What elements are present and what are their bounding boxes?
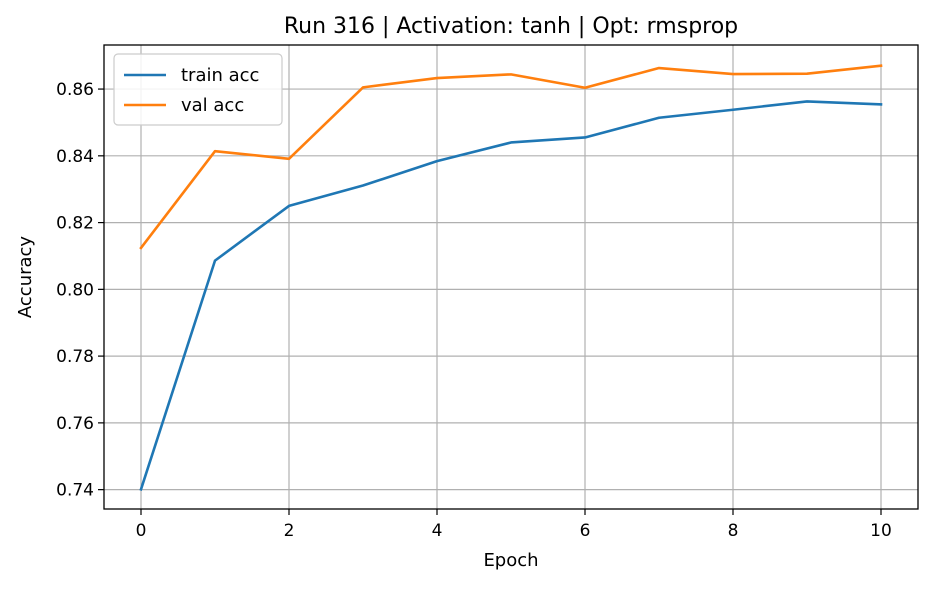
x-tick-label: 4 — [432, 521, 443, 541]
y-tick-label: 0.80 — [56, 280, 94, 300]
y-tick-label: 0.78 — [56, 347, 94, 367]
series-line-val-acc — [139, 64, 883, 250]
legend-label-val-acc: val acc — [181, 95, 244, 116]
x-tick-label: 2 — [284, 521, 295, 541]
x-axis-label: Epoch — [483, 550, 538, 571]
x-tick-label: 0 — [136, 521, 147, 541]
legend-label-train-acc: train acc — [181, 65, 259, 86]
y-tick-label: 0.84 — [56, 147, 94, 167]
y-tick-label: 0.86 — [56, 80, 94, 100]
y-axis-label: Accuracy — [15, 236, 36, 319]
y-tick-label: 0.76 — [56, 414, 94, 434]
series-lines — [139, 64, 883, 491]
x-tick-label: 8 — [728, 521, 739, 541]
y-tick-label: 0.74 — [56, 481, 94, 501]
y-tick-label: 0.82 — [56, 214, 94, 234]
x-tick-label: 6 — [580, 521, 591, 541]
plot-frame — [103, 44, 919, 510]
legend: train acc val acc — [113, 53, 283, 126]
chart-title: Run 316 | Activation: tanh | Opt: rmspro… — [284, 14, 738, 39]
series-line-train-acc — [139, 100, 883, 491]
x-tick-label: 10 — [870, 521, 892, 541]
axis-ticks: 0 2 4 6 8 10 0.74 0.76 0.78 0.80 0.82 0.84 0.86 — [56, 80, 892, 541]
grid — [104, 45, 918, 509]
legend-box — [113, 53, 283, 126]
